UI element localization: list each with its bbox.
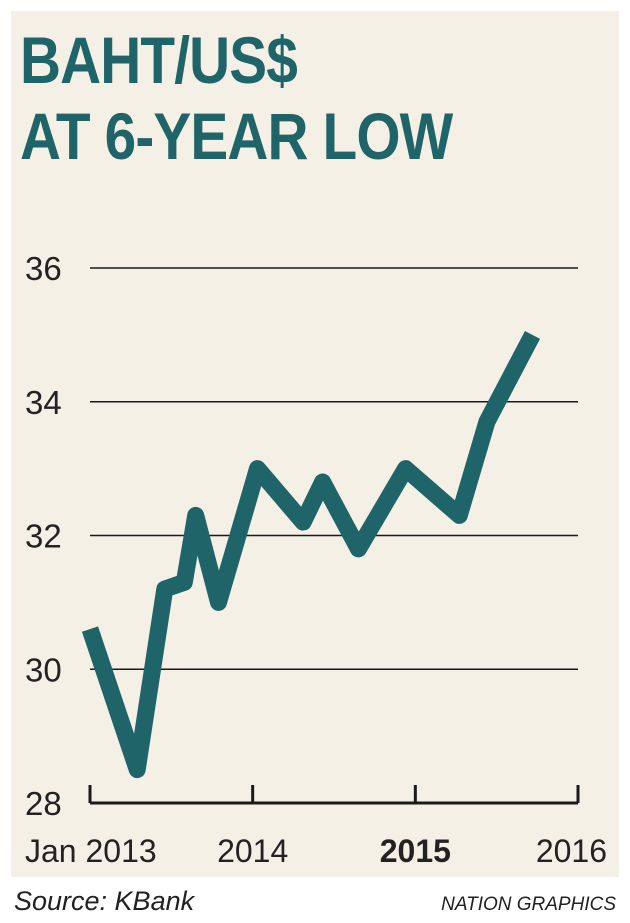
series-line-0 (81, 330, 541, 779)
source-note: Source: KBank (14, 886, 195, 916)
y-tick-label-30: 30 (25, 651, 62, 688)
x-tick-label-0: Jan 2013 (25, 833, 157, 869)
x-axis (88, 785, 580, 805)
x-tick-label-2: 2015 (380, 833, 451, 869)
title-line-2: AT 6-YEAR LOW (20, 99, 453, 173)
y-tick-label-28: 28 (25, 785, 62, 822)
y-tick-label-32: 32 (25, 518, 62, 555)
footer (0, 877, 630, 923)
x-tick-label-1: 2014 (217, 833, 288, 869)
tick-labels: 36 34 32 30 28 Jan 2013 2014 2015 2016 (25, 250, 607, 869)
y-tick-label-34: 34 (25, 384, 62, 421)
chart-panel (11, 11, 619, 877)
grid-lines (90, 267, 578, 671)
title-line-1: BAHT/US$ (20, 23, 298, 97)
y-tick-label-36: 36 (25, 250, 62, 287)
chart-title: BAHT/US$ AT 6-YEAR LOW (20, 22, 453, 174)
series-layer (81, 330, 541, 779)
graphics-credit: NATION GRAPHICS (441, 894, 616, 915)
x-tick-label-3: 2016 (536, 833, 607, 869)
